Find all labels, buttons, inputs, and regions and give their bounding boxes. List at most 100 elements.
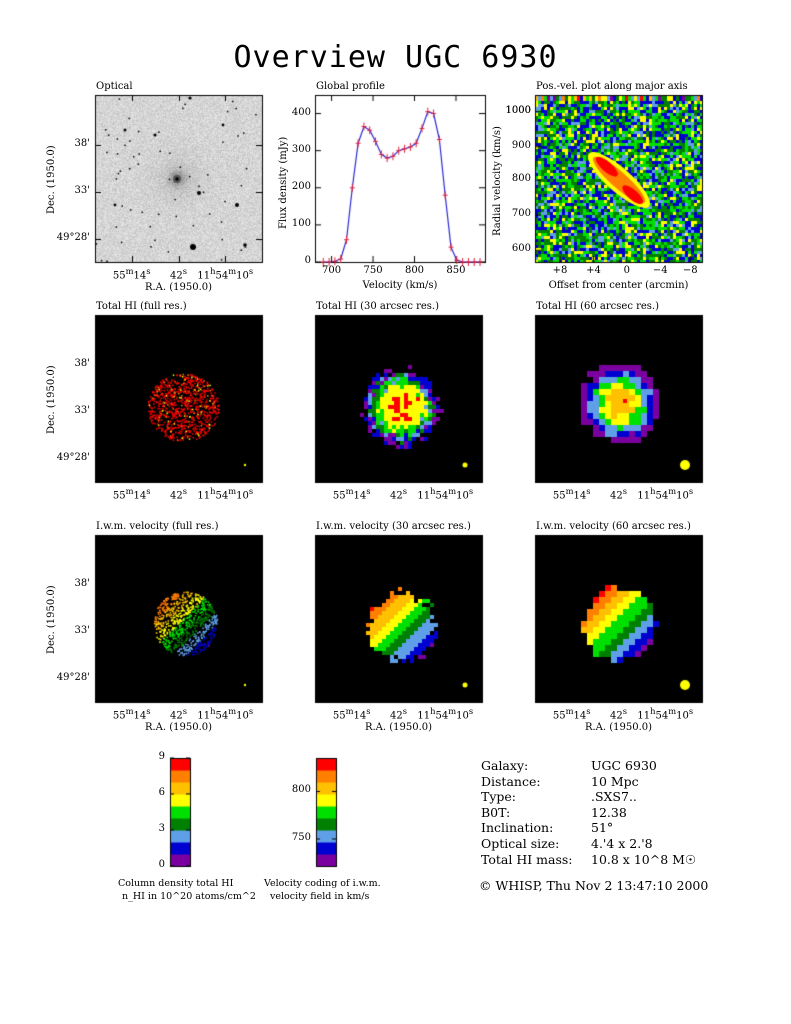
pv-x-axis-label: Offset from center (arcmin) [548,280,689,291]
velocity-coding-tick: 750 [291,832,311,843]
profile-x-tick-label: 850 [446,265,466,276]
profile-y-tick-label: 400 [291,106,311,118]
info-value: 10 Mpc [591,773,639,789]
dec-tick-label: 49°28' [56,671,90,683]
dec-tick-label: 38' [74,138,90,150]
pv-y-tick-label: 900 [511,139,531,151]
info-value: 10.8 x 10^8 M☉ [591,851,697,867]
profile-x-axis-label: Velocity (km/s) [362,280,438,291]
info-label: Type: [481,789,517,805]
ra-tick-label: 55m14s [332,706,371,722]
whisp-footer: © WHISP, Thu Nov 2 13:47:10 2000 [479,878,709,893]
ra-tick-label: 55m14s [552,486,591,502]
column-density-tick: 9 [158,751,165,762]
info-row: Total HI mass: 10.8 x 10^8 M☉ [481,852,696,868]
dec-axis-label: Dec. (1950.0) [46,584,57,654]
ra-tick-label: 42s [609,706,628,722]
column-density-tick: 0 [158,859,165,870]
vel-30-panel-title: I.w.m. velocity (30 arcsec res.) [316,521,471,532]
ra-tick-label: 11h54m10s [637,706,694,722]
ra-tick-label: 42s [169,486,188,502]
dec-axis-label: Dec. (1950.0) [46,144,57,214]
hi-full-panel-title: Total HI (full res.) [96,301,187,312]
profile-y-tick-label: 0 [304,255,311,266]
velocity-coding-units: velocity field in km/s [270,891,370,902]
dec-tick-label: 33' [74,404,90,416]
info-label: Galaxy: [481,758,529,773]
ra-tick-label: 42s [169,266,188,282]
info-value: 12.38 [591,804,627,820]
info-row: Optical size: 4.'4 x 2.'8 [481,836,696,852]
ra-tick-label: 55m14s [112,706,151,722]
profile-y-tick-label: 100 [291,217,311,229]
page-title: Overview UGC 6930 [233,40,558,75]
pv-y-tick-label: 1000 [505,104,531,116]
hi-60-panel-title: Total HI (60 arcsec res.) [536,301,660,312]
ra-tick-label: 55m14s [112,266,151,282]
pv-x-tick-label: −4 [652,265,668,276]
optical-panel-title: Optical [96,81,133,92]
galaxy-info-table: Galaxy: UGC 6930 Distance: 10 Mpc Type: .SXS7… [481,758,696,867]
column-density-caption: Column density total HI [118,878,234,889]
pv-x-tick-label: +4 [586,265,601,276]
dec-tick-label: 33' [74,624,90,636]
dec-tick-label: 33' [74,184,90,196]
ra-tick-label: 11h54m10s [417,706,474,722]
pv-y-tick-label: 1000 [505,105,531,116]
pv-x-tick-label: 0 [623,265,631,276]
pv-y-tick-label: 600 [511,243,531,255]
ra-axis-label: R.A. (1950.0) [584,722,653,733]
ra-axis-label: R.A. (1950.0) [144,722,213,733]
dec-tick-label: 38' [74,578,90,590]
pv-plot-panel-title: Pos.-vel. plot along major axis [536,81,688,92]
ra-tick-label: 11h54m10s [197,486,254,502]
global-profile-panel-title: Global profile [316,81,385,92]
info-value: .SXS7.. [591,789,637,805]
info-row: B0T: 12.38 [481,805,696,821]
column-density-tick: 3 [158,822,165,834]
dec-axis-label: Dec. (1950.0) [46,364,57,434]
profile-x-tick-label: 700 [322,265,342,276]
vel-full-panel-title: I.w.m. velocity (full res.) [96,521,219,532]
info-value: UGC 6930 [591,758,657,773]
velocity-coding-caption: Velocity coding of i.w.m. [264,878,381,889]
ra-tick-label: 55m14s [552,706,591,722]
profile-y-axis-label: Flux density (mJy) [278,136,289,229]
column-density-tick: 6 [158,786,165,798]
ra-tick-label: 42s [169,706,188,722]
info-row: Inclination: 51° [481,820,696,836]
info-value: 4.'4 x 2.'8 [591,835,653,851]
dec-tick-label: 49°28' [56,231,90,243]
ra-tick-label: 11h54m10s [197,706,254,722]
ra-tick-label: 55m14s [332,486,371,502]
ra-tick-label: 11h54m10s [637,486,694,502]
info-row: Distance: 10 Mpc [481,774,696,790]
info-value: 51° [591,820,614,836]
info-label: Inclination: [481,820,554,836]
profile-x-tick-label: 800 [404,265,425,276]
hi-30-panel-title: Total HI (30 arcsec res.) [316,301,440,312]
profile-y-tick-label: 300 [291,143,311,155]
info-label: Distance: [481,773,541,789]
ra-axis-label: R.A. (1950.0) [144,282,213,293]
ra-tick-label: 55m14s [112,486,151,502]
info-row: Type: .SXS7.. [481,789,696,805]
vel-60-panel-title: I.w.m. velocity (60 arcsec res.) [536,521,691,532]
info-label: Total HI mass: [481,851,573,867]
profile-y-tick-label: 200 [291,180,311,192]
ra-tick-label: 42s [389,486,408,502]
velocity-coding-tick: 800 [291,784,311,796]
ra-tick-label: 42s [389,706,408,722]
dec-tick-label: 38' [74,358,90,370]
ra-tick-label: 11h54m10s [417,486,474,502]
dec-tick-label: 49°28' [56,451,90,463]
ra-axis-label: R.A. (1950.0) [364,722,433,733]
pv-y-tick-label: 800 [511,173,531,185]
ra-tick-label: 11h54m10s [197,266,254,282]
column-density-units: n_HI in 10^20 atoms/cm^2 [122,891,256,902]
pv-x-tick-label: +8 [552,265,568,276]
info-label: B0T: [481,804,511,820]
info-label: Optical size: [481,835,560,851]
pv-x-tick-label: −8 [682,265,698,276]
